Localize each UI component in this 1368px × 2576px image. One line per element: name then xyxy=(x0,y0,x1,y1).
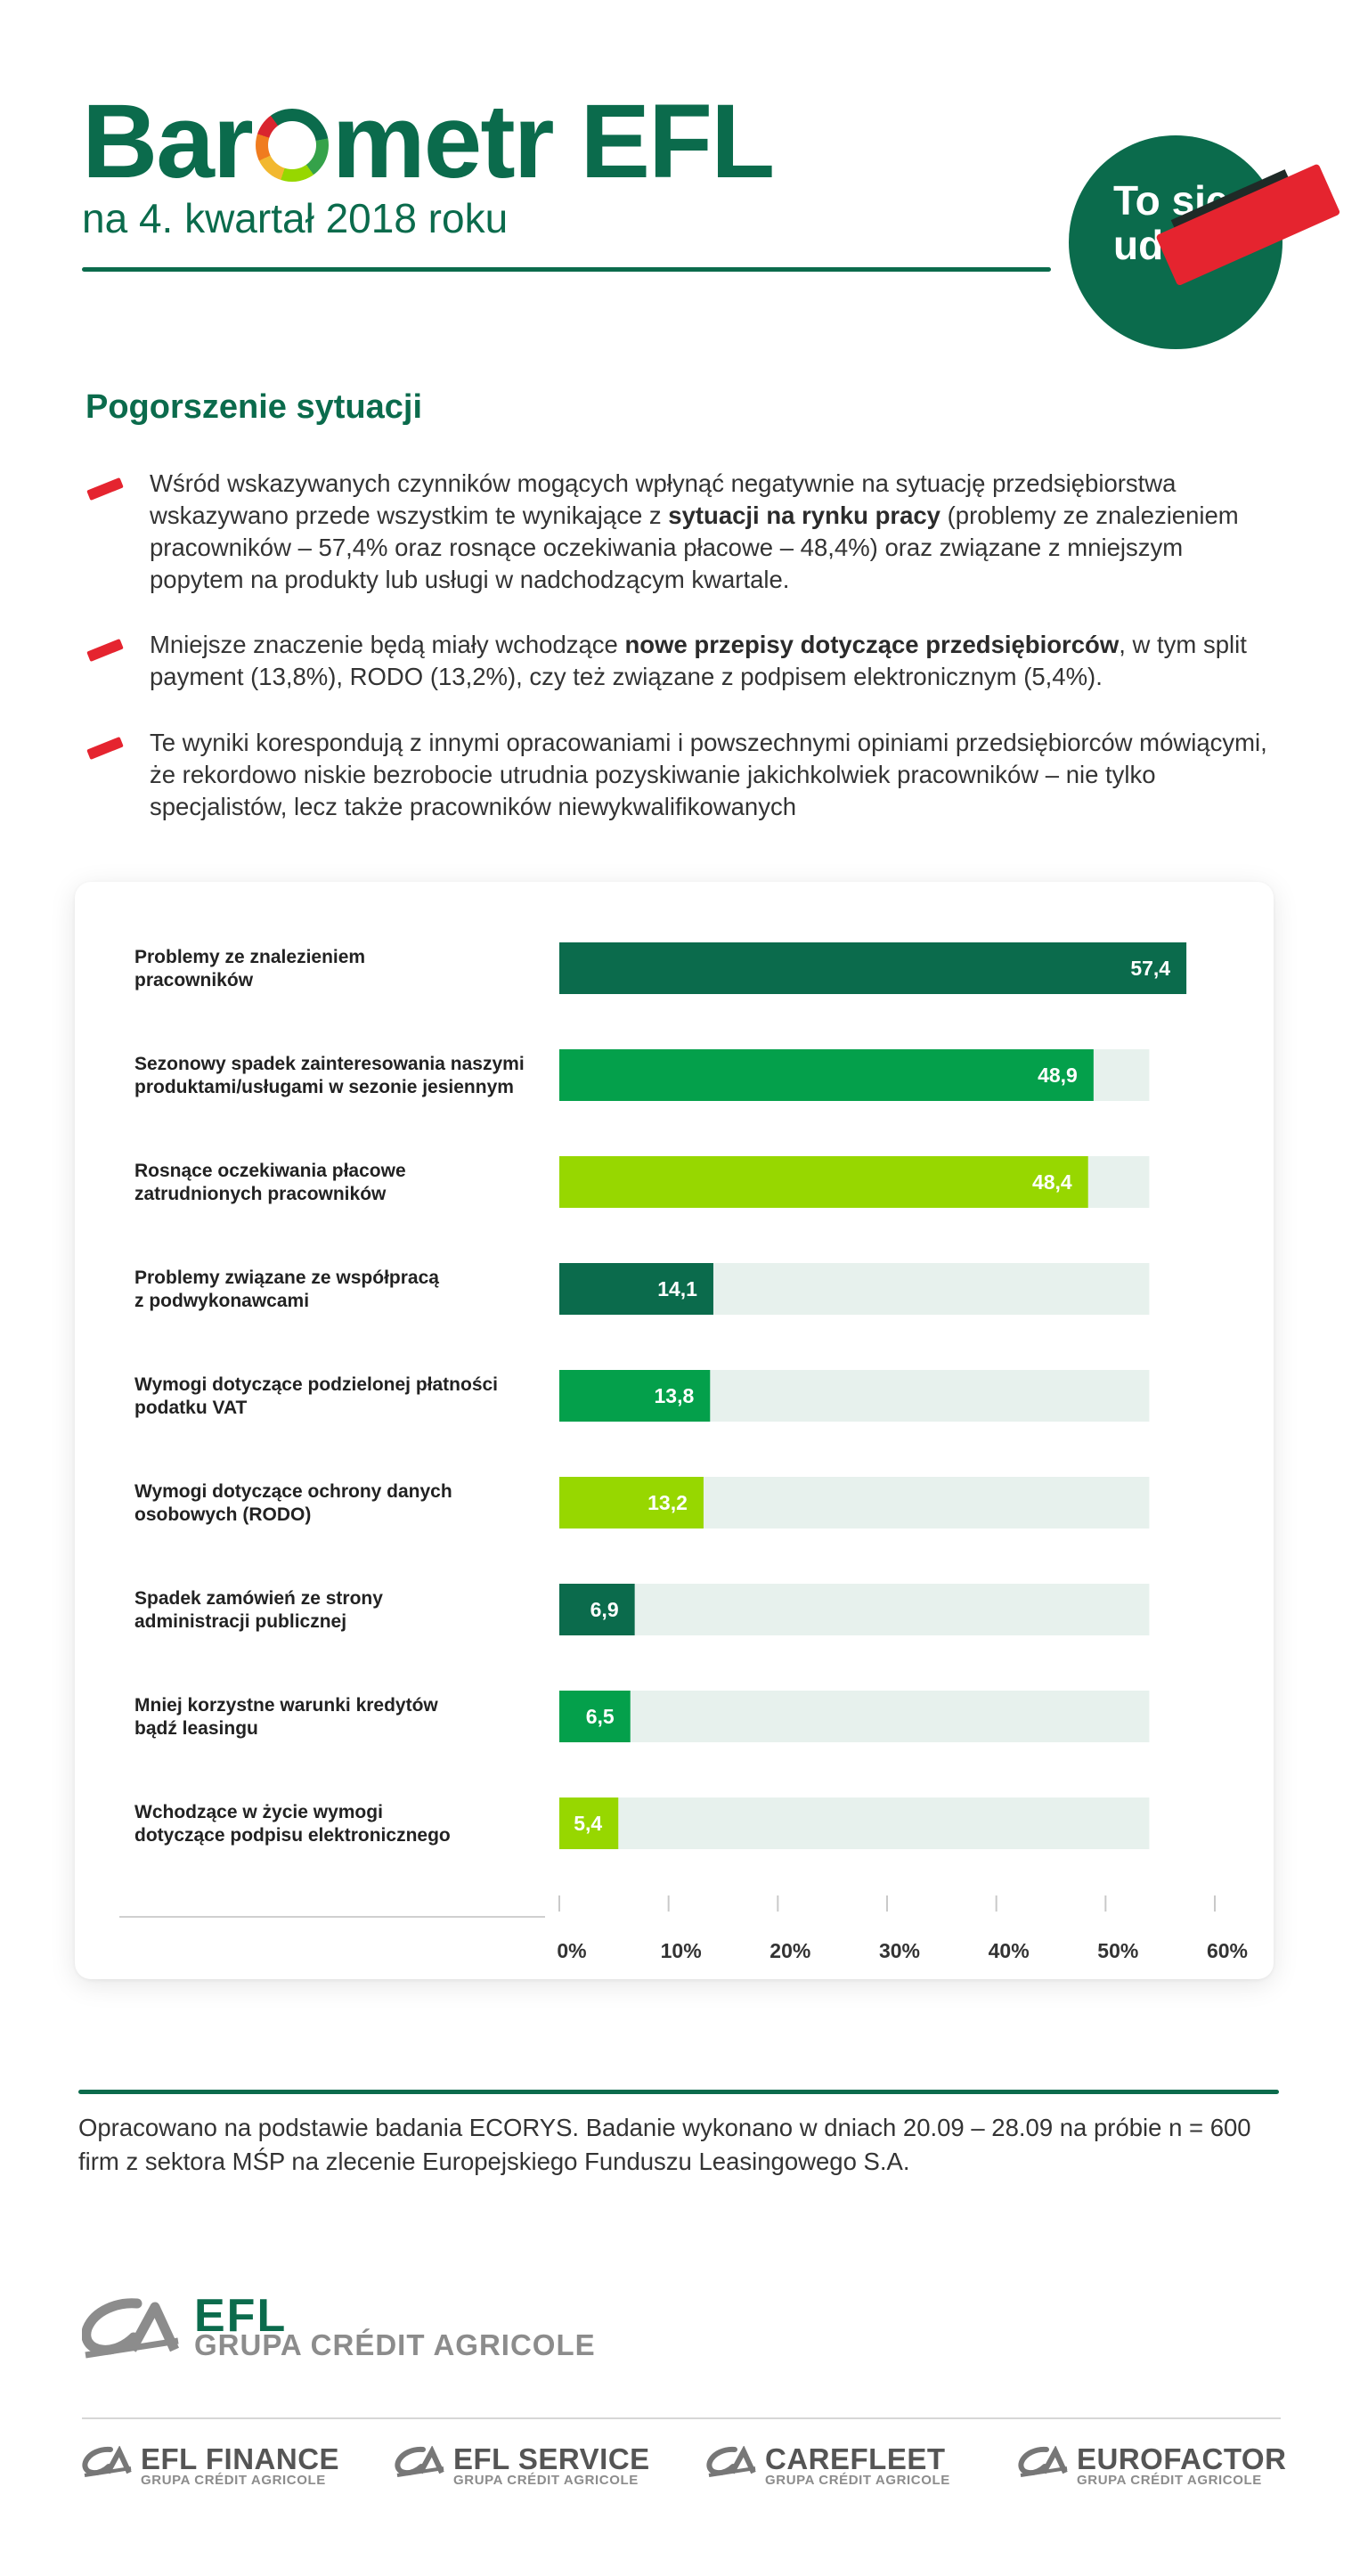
sub-brand-name: EFL SERVICE xyxy=(453,2442,650,2475)
sub-brand-group: GRUPA CRÉDIT AGRICOLE xyxy=(453,2473,639,2488)
bar xyxy=(559,1691,631,1742)
category-label: Wchodzące w życie wymogi xyxy=(134,1802,383,1822)
bar-value-label: 6,9 xyxy=(590,1598,619,1621)
category-label: Mniej korzystne warunki kredytów xyxy=(134,1695,438,1716)
tick-label: 60% xyxy=(1207,1939,1248,1962)
bar xyxy=(559,1797,619,1849)
credit-agricole-logo-icon xyxy=(1018,2446,1068,2477)
bar xyxy=(559,1477,704,1528)
barometer-ring-icon xyxy=(255,109,329,182)
bullet-text: Te wyniki korespondują z innymi opracowa… xyxy=(150,729,1267,820)
page-title: Bar metr EFL xyxy=(82,83,775,200)
bar-value-label: 48,4 xyxy=(1032,1170,1072,1194)
credit-agricole-logo-icon xyxy=(82,2446,132,2477)
bar-value-label: 48,9 xyxy=(1038,1064,1078,1087)
section-heading: Pogorszenie sytuacji xyxy=(86,388,423,426)
page-subtitle: na 4. kwartał 2018 roku xyxy=(82,195,509,241)
header-divider xyxy=(82,267,1051,272)
credit-agricole-logo-icon xyxy=(395,2446,444,2477)
bar-track xyxy=(559,1691,1150,1742)
category-label: zatrudnionych pracowników xyxy=(134,1184,387,1204)
bar xyxy=(559,1049,1094,1101)
category-label: Wymogi dotyczące ochrony danych xyxy=(134,1481,452,1502)
category-label: Spadek zamówień ze strony xyxy=(134,1588,383,1609)
sub-brand-name: EUROFACTOR xyxy=(1077,2442,1287,2475)
category-label: podatku VAT xyxy=(134,1398,248,1418)
sub-brand-name: CAREFLEET xyxy=(765,2442,946,2475)
tick-label: 30% xyxy=(879,1939,920,1962)
slogan-badge: To się uda! xyxy=(1060,135,1341,358)
tick-label: 0% xyxy=(557,1939,586,1962)
category-label: Wymogi dotyczące podzielonej płatności xyxy=(134,1374,498,1395)
sub-brand-group: GRUPA CRÉDIT AGRICOLE xyxy=(765,2473,950,2488)
bar xyxy=(559,1584,635,1635)
bullet-text: Wśród wskazywanych czynników mogących wp… xyxy=(150,469,1239,593)
category-label: dotyczące podpisu elektronicznego xyxy=(134,1825,451,1846)
bullet-text: Mniejsze znaczenie będą miały wchodzące … xyxy=(150,631,1247,690)
tick-label: 40% xyxy=(989,1939,1030,1962)
red-tick-icon xyxy=(86,736,124,761)
title-part-1: Bar xyxy=(82,83,254,200)
bar xyxy=(559,1156,1088,1208)
category-label: osobowych (RODO) xyxy=(134,1504,311,1525)
sub-brand-name: EFL FINANCE xyxy=(141,2442,340,2475)
category-label: pracowników xyxy=(134,970,254,990)
category-label: bądź leasingu xyxy=(134,1718,258,1739)
category-label: Problemy ze znalezieniem xyxy=(134,947,365,967)
bar-track xyxy=(559,1584,1150,1635)
bar-value-label: 5,4 xyxy=(574,1812,602,1835)
bar xyxy=(559,942,1187,994)
title-part-2: metr EFL xyxy=(331,83,775,200)
sub-brand-group: GRUPA CRÉDIT AGRICOLE xyxy=(141,2473,326,2488)
credit-agricole-logo-icon xyxy=(706,2446,756,2477)
category-label: administracji publicznej xyxy=(134,1611,346,1632)
bar-value-label: 6,5 xyxy=(586,1705,615,1728)
category-label: Rosnące oczekiwania płacowe xyxy=(134,1161,406,1181)
bar-value-label: 13,8 xyxy=(655,1384,695,1407)
bar xyxy=(559,1263,713,1315)
category-label: z podwykonawcami xyxy=(134,1291,309,1311)
efl-brand-group: GRUPA CRÉDIT AGRICOLE xyxy=(194,2328,596,2361)
bar xyxy=(559,1370,711,1422)
bar-track xyxy=(559,1797,1150,1849)
credit-agricole-logo-icon xyxy=(82,2298,179,2359)
footer-divider xyxy=(78,2090,1279,2094)
chart-card: 57,4 Problemy ze znalezieniem pracowników 4… xyxy=(75,882,1274,1979)
tick-label: 20% xyxy=(770,1939,810,1962)
bottom-divider xyxy=(82,2417,1281,2419)
red-tick-icon xyxy=(86,638,124,663)
sub-brand-group: GRUPA CRÉDIT AGRICOLE xyxy=(1077,2473,1262,2488)
bar-value-label: 57,4 xyxy=(1130,957,1170,980)
bar-value-label: 13,2 xyxy=(647,1491,688,1514)
category-label: produktami/usługami w sezonie jesiennym xyxy=(134,1077,514,1097)
tick-label: 50% xyxy=(1097,1939,1138,1962)
category-label: Sezonowy spadek zainteresowania naszymi xyxy=(134,1054,525,1074)
bar-value-label: 14,1 xyxy=(657,1277,697,1300)
tick-label: 10% xyxy=(661,1939,702,1962)
bar-chart: 57,4 Problemy ze znalezieniem pracowników 4… xyxy=(119,942,1248,1962)
methodology-note: Opracowano na podstawie badania ECORYS. … xyxy=(78,2114,1251,2175)
efl-brand-name: EFL xyxy=(194,2290,288,2342)
red-tick-icon xyxy=(86,477,124,501)
category-label: Problemy związane ze współpracą xyxy=(134,1268,439,1288)
